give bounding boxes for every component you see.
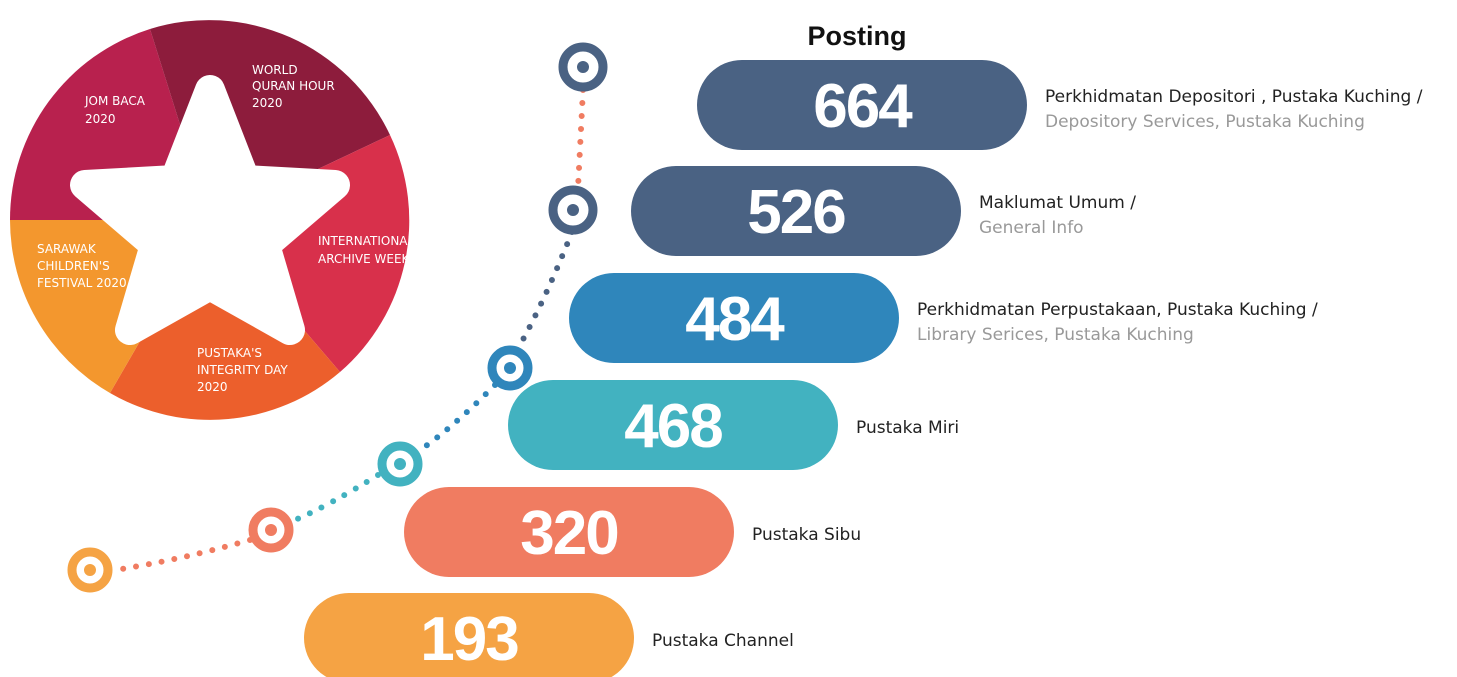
title: Posting [808,21,907,51]
infographic: JOM BACA2020 WORLDQURAN HOUR2020 INTERNA… [0,0,1457,677]
item-label: Pustaka Sibu [752,525,861,545]
item-label: Maklumat Umum / [979,193,1136,213]
pill-list: 664 Perkhidmatan Depositori , Pustaka Kuc… [304,60,1423,677]
item-label: Pustaka Channel [652,631,794,651]
pill-value: 320 [520,499,617,568]
pill-value: 468 [624,392,722,461]
item-sublabel: General Info [979,218,1084,238]
pill-value: 664 [813,72,913,141]
item-sublabel: Depository Services, Pustaka Kuching [1045,112,1365,132]
pill-value: 484 [685,285,785,354]
item-label: Perkhidmatan Perpustakaan, Pustaka Kuchi… [917,300,1318,320]
pill-value: 193 [420,605,518,674]
item-sublabel: Library Serices, Pustaka Kuching [917,325,1194,345]
item-label: Pustaka Miri [856,418,959,438]
item-label: Perkhidmatan Depositori , Pustaka Kuchin… [1045,87,1423,107]
pill-value: 526 [747,178,845,247]
